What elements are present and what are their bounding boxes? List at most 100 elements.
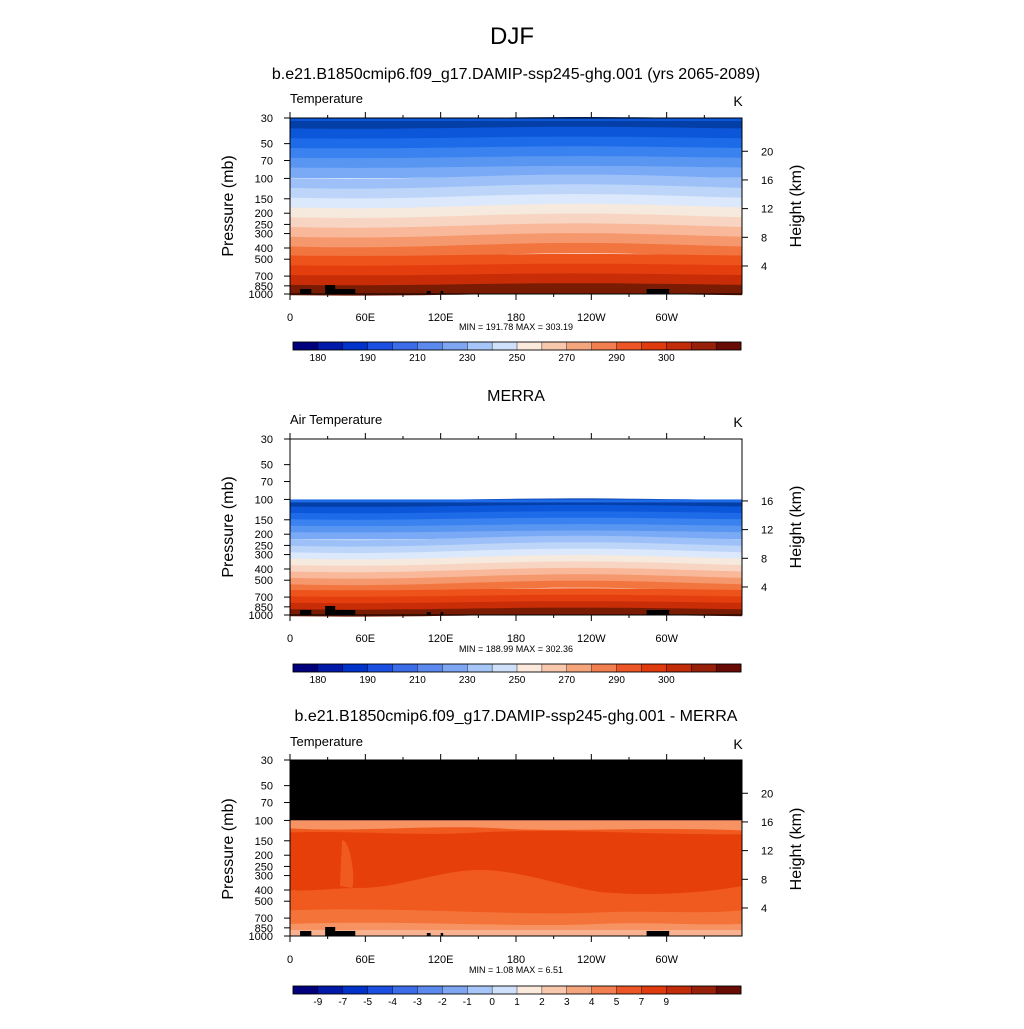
- y-tick-label: 50: [261, 139, 273, 151]
- height-tick-label: 12: [761, 204, 773, 216]
- colorbar-box: [616, 985, 642, 995]
- panel-1-stats: MIN = 191.78 MAX = 303.19: [459, 322, 573, 332]
- contour-band: [290, 548, 742, 560]
- colorbar-box: [491, 663, 518, 673]
- panel-1-ylabel: Pressure (mb): [220, 155, 237, 256]
- colorbar-box: [715, 985, 742, 995]
- colorbar-box: [417, 985, 443, 995]
- panel-2-colorbar: 180 190 210 230 250 270 290 300: [292, 663, 742, 686]
- colorbar-label: 9: [664, 997, 670, 1008]
- colorbar-box: [342, 341, 369, 351]
- colorbar-label: 250: [509, 353, 526, 364]
- panel-2-units: K: [733, 414, 743, 430]
- contour-band: [290, 146, 742, 159]
- panel-2: MERRA Air Temperature K 0 60E 120E 180 120W 6…: [220, 388, 805, 686]
- y-tick-label: 100: [255, 494, 273, 506]
- colorbar-box: [442, 341, 468, 351]
- colorbar-label: 180: [310, 675, 327, 686]
- y-tick-label: 200: [255, 850, 273, 862]
- height-tick-label: 12: [761, 525, 773, 537]
- panel-2-ylabel-right: Height (km): [788, 486, 805, 569]
- height-tick-label: 4: [761, 903, 767, 915]
- height-tick-label: 16: [761, 496, 773, 508]
- contour-band: [290, 567, 742, 580]
- colorbar-box: [367, 341, 394, 351]
- colorbar-box: [616, 663, 642, 673]
- panel-3-ylabel-right: Height (km): [788, 808, 805, 891]
- contour-band: [290, 126, 742, 140]
- land-mask: [426, 291, 431, 294]
- contour-band: [290, 194, 742, 209]
- colorbar-box: [666, 985, 692, 995]
- land-mask: [440, 291, 444, 294]
- contour-band: [290, 156, 742, 169]
- colorbar-box: [392, 341, 418, 351]
- x-tick-label: 0: [287, 954, 293, 966]
- colorbar-box: [392, 663, 418, 673]
- height-tick-label: 4: [761, 261, 767, 273]
- y-tick-label: 1000: [249, 931, 273, 943]
- x-tick-label: 120E: [428, 312, 454, 324]
- colorbar-box: [566, 985, 593, 995]
- colorbar-box: [566, 341, 593, 351]
- colorbar-label: 290: [608, 675, 625, 686]
- colorbar-label: 270: [558, 353, 575, 364]
- colorbar-box: [417, 663, 443, 673]
- x-tick-label: 120W: [577, 312, 606, 324]
- y-tick-label: 300: [255, 229, 273, 241]
- land-mask: [646, 931, 670, 936]
- colorbar-label: 210: [409, 675, 426, 686]
- land-mask: [300, 610, 312, 615]
- contour-band: [290, 555, 742, 567]
- y-tick-label: 70: [261, 156, 273, 168]
- contour-band: [290, 561, 742, 573]
- y-tick-label: 400: [255, 564, 273, 576]
- y-tick-label: 300: [255, 550, 273, 562]
- height-tick-label: 16: [761, 175, 773, 187]
- y-tick-label: 70: [261, 798, 273, 810]
- colorbar-box: [342, 663, 369, 673]
- land-mask: [332, 610, 356, 615]
- colorbar-box: [516, 341, 543, 351]
- height-tick-label: 4: [761, 582, 767, 594]
- y-tick-label: 200: [255, 208, 273, 220]
- land-mask: [300, 931, 312, 936]
- x-tick-label: 60W: [655, 633, 678, 645]
- contour-band: [290, 831, 742, 895]
- x-tick-label: 60W: [655, 312, 678, 324]
- y-tick-label: 500: [255, 575, 273, 587]
- colorbar-label: 190: [359, 353, 376, 364]
- y-tick-label: 150: [255, 515, 273, 527]
- panel-2-title: MERRA: [487, 388, 545, 405]
- colorbar-label: -3: [413, 997, 422, 1008]
- colorbar-label: 300: [658, 675, 675, 686]
- colorbar-box: [541, 341, 568, 351]
- contour-band: [290, 203, 742, 219]
- colorbar-box: [691, 985, 717, 995]
- x-tick-label: 0: [287, 312, 293, 324]
- panel-3-units: K: [733, 736, 743, 752]
- y-tick-label: 400: [255, 243, 273, 255]
- land-mask: [440, 612, 444, 615]
- contour-band: [290, 223, 742, 239]
- land-mask: [325, 606, 336, 615]
- y-tick-label: 30: [261, 434, 273, 446]
- panel-1: b.e21.B1850cmip6.f09_g17.DAMIP-ssp245-gh…: [220, 66, 805, 364]
- colorbar-label: 0: [489, 997, 495, 1008]
- colorbar-box: [491, 985, 518, 995]
- x-tick-label: 60E: [356, 633, 376, 645]
- x-tick-label: 60W: [655, 954, 678, 966]
- panel-3-title: b.e21.B1850cmip6.f09_g17.DAMIP-ssp245-gh…: [295, 708, 738, 725]
- x-tick-label: 60E: [356, 954, 376, 966]
- colorbar-box: [516, 663, 543, 673]
- contour-band: [290, 136, 742, 149]
- colorbar-label: 1: [514, 997, 520, 1008]
- colorbar-frame: [292, 985, 742, 995]
- colorbar-box: [292, 663, 319, 673]
- colorbar-label: -5: [363, 997, 372, 1008]
- y-tick-label: 250: [255, 540, 273, 552]
- contour-band: [290, 930, 742, 936]
- land-mask: [300, 289, 312, 294]
